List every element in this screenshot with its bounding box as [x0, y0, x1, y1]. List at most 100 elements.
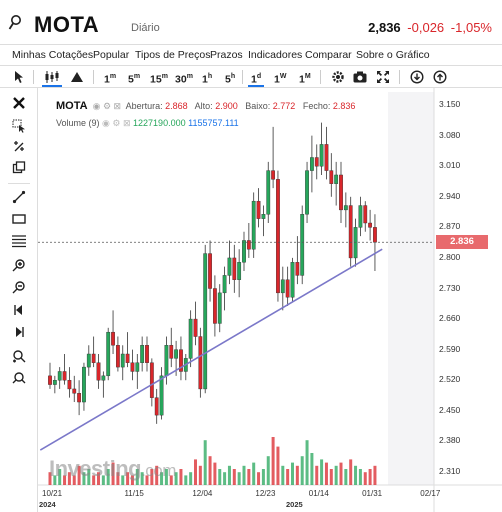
cursor-select-icon[interactable]: [12, 119, 26, 133]
volume-bar: [276, 446, 280, 485]
volume-bar: [67, 472, 71, 485]
volume-bar: [252, 462, 256, 485]
zoom-in-icon[interactable]: [12, 258, 26, 272]
volume-bar: [58, 469, 62, 485]
volume-bar: [213, 462, 217, 485]
volume-bar: [334, 465, 338, 485]
interval-1d[interactable]: 1d: [251, 73, 262, 86]
interval-1m[interactable]: 1m: [104, 73, 117, 86]
magnet-zoom-in-icon[interactable]: [12, 349, 26, 363]
volume-bar: [271, 437, 275, 485]
volume-bar: [208, 456, 212, 485]
volume-bar: [266, 456, 270, 485]
candle-body: [188, 318, 193, 359]
volume-bar: [373, 465, 377, 485]
duplicate-icon[interactable]: [12, 161, 26, 175]
candle-body: [106, 331, 111, 377]
download-icon[interactable]: [410, 70, 424, 84]
reset-zoom-icon[interactable]: [12, 371, 26, 385]
volume-bar: [121, 475, 125, 485]
menu-popular[interactable]: Popular: [93, 49, 130, 61]
volume-bar: [164, 469, 168, 485]
volume-bar: [92, 475, 96, 485]
close-icon[interactable]: [12, 96, 26, 110]
volume-bar: [87, 469, 91, 485]
volume-bar: [349, 459, 353, 485]
y-tick-label: 2.660: [439, 313, 461, 324]
candle-body: [57, 371, 62, 381]
candlestick-icon[interactable]: [44, 70, 60, 84]
candle-body: [310, 157, 314, 171]
y-tick-label: 2.940: [439, 190, 461, 201]
upload-icon[interactable]: [433, 70, 447, 84]
fibonacci-tool-icon[interactable]: [12, 234, 26, 248]
interval-1h[interactable]: 1h: [202, 73, 213, 86]
volume-bar: [82, 472, 86, 485]
legend-symbol: MOTA: [56, 100, 88, 112]
volume-bar: [97, 472, 100, 485]
period-label: Diário: [131, 22, 160, 34]
scroll-left-icon[interactable]: [12, 303, 26, 317]
volume-bar: [310, 453, 314, 485]
menu-comparar[interactable]: Comparar: [305, 49, 352, 61]
investing-watermark: Investing.com: [49, 456, 176, 481]
candle-body: [159, 375, 164, 416]
candle-body: [96, 362, 101, 381]
price-chart[interactable]: MOTA ◉ ⚙ ⊠ Abertura: 2.868 Alto: 2.900 B…: [38, 88, 502, 512]
menu-minhas-cotacoes[interactable]: Minhas Cotações: [12, 49, 94, 61]
trendline-tool-icon[interactable]: [12, 190, 26, 204]
candle-body: [130, 362, 135, 372]
interval-1mo[interactable]: 1M: [299, 73, 311, 86]
volume-bar: [242, 465, 246, 485]
zoom-out-icon[interactable]: [12, 280, 26, 294]
candle-body: [363, 205, 368, 224]
ohlc-legend: MOTA ◉ ⚙ ⊠ Abertura: 2.868 Alto: 2.900 B…: [56, 100, 356, 112]
candle-body: [91, 353, 96, 363]
area-chart-icon[interactable]: [71, 71, 83, 82]
menu-sobre-o-grafico[interactable]: Sobre o Gráfico: [356, 49, 430, 61]
cursor-icon[interactable]: [13, 70, 25, 84]
candle-body: [169, 345, 174, 359]
interval-1w[interactable]: 1W: [274, 73, 287, 86]
candle-body: [246, 240, 251, 250]
volume-bar: [160, 472, 164, 485]
volume-bar: [291, 462, 294, 485]
fullscreen-icon[interactable]: [377, 71, 389, 83]
volume-bar: [257, 472, 261, 485]
search-icon[interactable]: [8, 14, 22, 32]
candle-body: [285, 279, 290, 298]
candle-body: [120, 353, 125, 368]
interval-15m[interactable]: 15m: [150, 73, 168, 86]
interval-30m[interactable]: 30m: [175, 73, 193, 86]
volume-bar: [150, 469, 154, 485]
gear-icon[interactable]: [331, 70, 345, 84]
volume-bar: [223, 472, 227, 485]
interval-5h[interactable]: 5h: [225, 73, 236, 86]
candle-body: [329, 170, 334, 184]
menu-prazos[interactable]: Prazos: [210, 49, 243, 61]
candle-body: [179, 349, 183, 372]
volume-bar: [140, 472, 144, 485]
volume-bar: [198, 465, 202, 485]
camera-icon[interactable]: [353, 71, 367, 83]
menu-tipos-de-precos[interactable]: Tipos de Preços: [135, 49, 211, 61]
candlestick-chart[interactable]: [38, 88, 502, 512]
volume-bar: [101, 475, 105, 485]
volume-bar: [237, 472, 241, 485]
candle-body: [343, 205, 348, 211]
candle-body: [82, 366, 86, 403]
x-tick-label: 12/04: [192, 489, 213, 498]
crosshair-icon[interactable]: [12, 140, 26, 154]
volume-bar: [169, 475, 173, 485]
candle-body: [111, 331, 115, 346]
candle-body: [135, 362, 140, 372]
menu-indicadores[interactable]: Indicadores: [248, 49, 303, 61]
volume-bar: [261, 469, 265, 485]
candle-body: [140, 345, 145, 363]
interval-5m[interactable]: 5m: [128, 73, 141, 86]
rectangle-tool-icon[interactable]: [12, 212, 26, 226]
candle-body: [314, 157, 319, 167]
candle-body: [222, 275, 227, 294]
scroll-right-icon[interactable]: [12, 325, 26, 339]
candle-body: [145, 345, 149, 363]
